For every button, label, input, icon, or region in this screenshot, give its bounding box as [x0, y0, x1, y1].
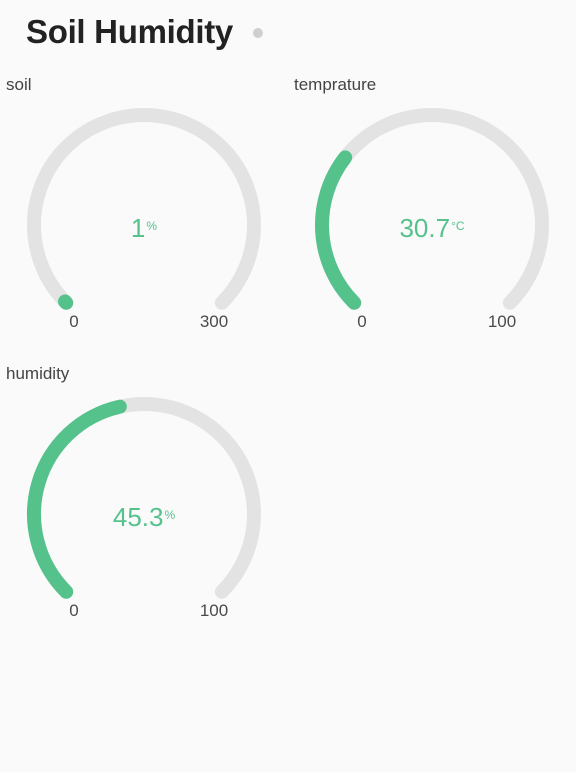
gauge-track	[315, 108, 549, 310]
page-title: Soil Humidity	[26, 13, 233, 50]
gauge-value-unit: %	[146, 219, 158, 233]
gauge-min-label: 0	[357, 312, 367, 331]
gauge-fill-arc	[315, 150, 362, 310]
gauge-widget-temprature: temprature 30.7°C 0 100	[288, 75, 576, 365]
gauge-dial	[315, 108, 549, 310]
gauge-max-label: 300	[199, 312, 229, 331]
gauge-fill-arc	[58, 294, 74, 310]
gauge-widget-humidity: humidity 45.3% 0 100	[0, 364, 288, 654]
gauge-value: 45.3%	[44, 502, 244, 532]
gauge-value: 1%	[44, 213, 244, 243]
gauge-dial	[27, 397, 261, 599]
gauge-track	[27, 108, 261, 310]
gauge-fill-arc	[27, 399, 127, 599]
gauge-min-label: 0	[69, 601, 79, 620]
gauge-label: humidity	[6, 364, 70, 383]
gauge-widget-soil: soil 1% 0 300	[0, 75, 288, 365]
gauge-dial	[27, 108, 261, 310]
status-indicator-icon	[252, 28, 263, 38]
gauge-max-label: 100	[487, 312, 517, 331]
gauge-min-label: 0	[69, 312, 79, 331]
gauge-value-number: 1	[130, 213, 146, 243]
gauge-label: soil	[6, 75, 32, 94]
gauge-value-unit: %	[164, 508, 176, 522]
gauge-value-number: 45.3	[112, 502, 164, 532]
gauge-value-number: 30.7	[399, 213, 451, 243]
dashboard-header: Soil Humidity	[26, 10, 263, 54]
gauge-label: temprature	[294, 75, 377, 94]
gauge-max-label: 100	[199, 601, 229, 620]
gauge-value-unit: °C	[451, 219, 465, 233]
gauge-value: 30.7°C	[332, 213, 532, 243]
